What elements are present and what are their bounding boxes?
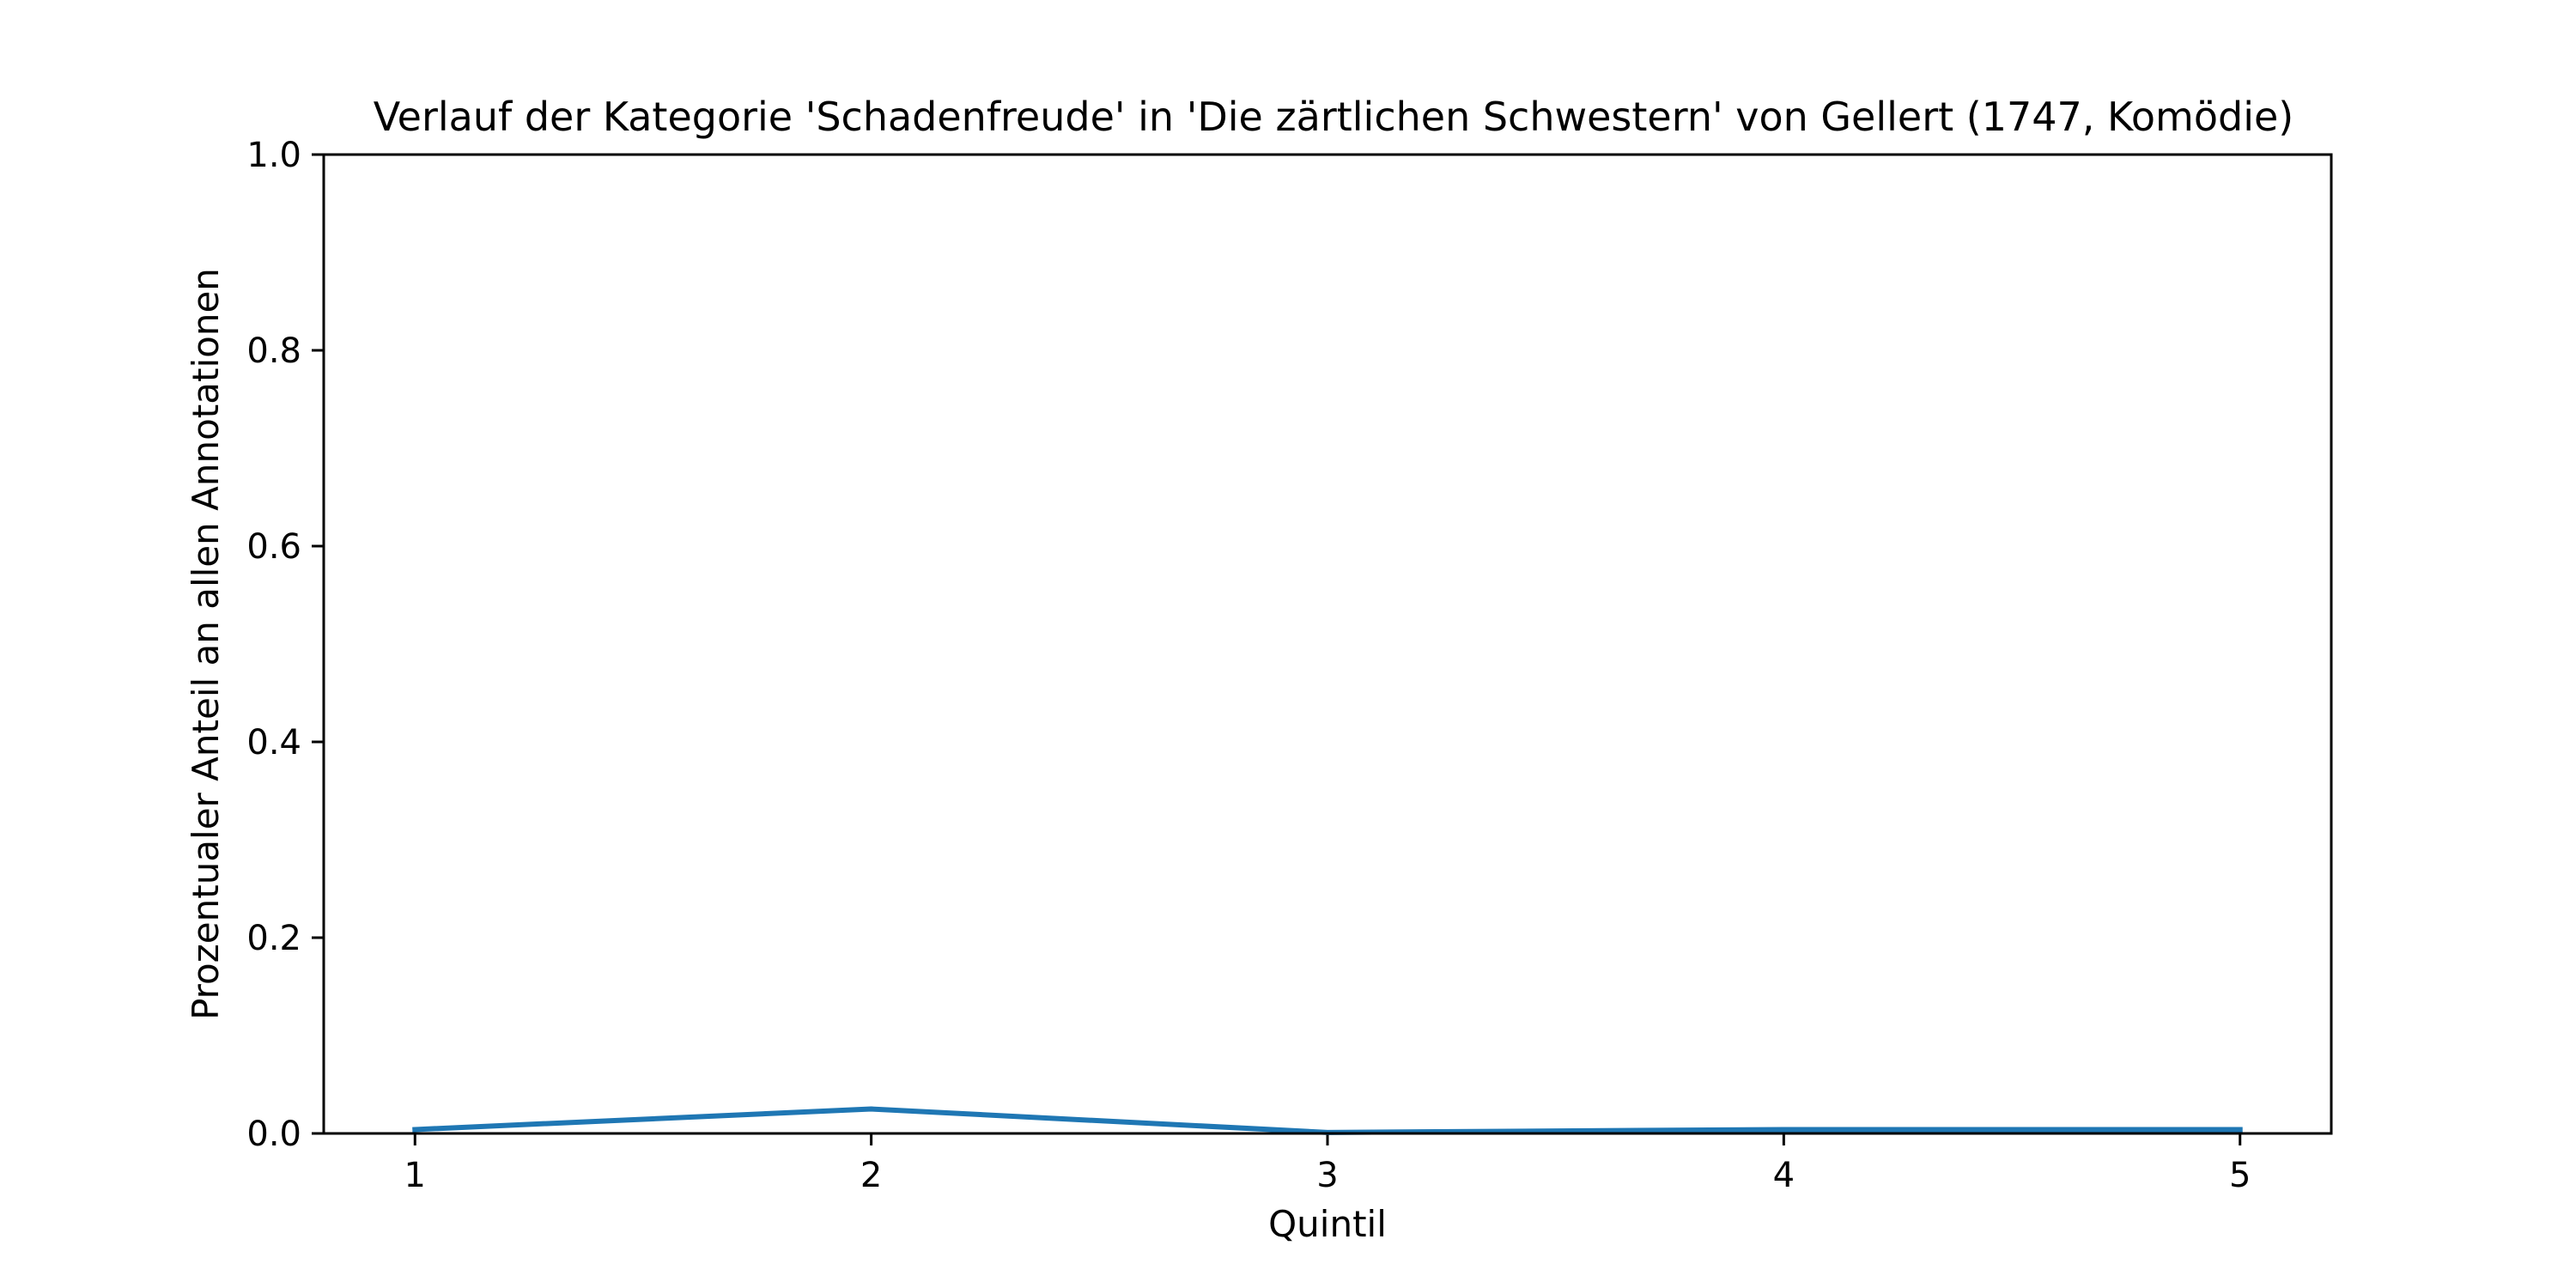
y-tick-label: 1.0 bbox=[246, 136, 301, 175]
y-axis-label: Prozentualer Anteil an allen Annotatione… bbox=[185, 268, 227, 1020]
x-tick-label: 2 bbox=[860, 1156, 882, 1195]
y-tick-label: 0.8 bbox=[246, 331, 301, 371]
y-tick-label: 0.2 bbox=[246, 919, 301, 958]
y-axis-ticks: 0.0 0.2 0.4 0.6 0.8 1.0 bbox=[246, 136, 324, 1154]
chart-title: Verlauf der Kategorie 'Schadenfreude' in… bbox=[374, 94, 2293, 140]
x-axis-label: Quintil bbox=[1268, 1203, 1387, 1245]
y-tick-label: 0.4 bbox=[246, 723, 301, 762]
y-tick-label: 0.0 bbox=[246, 1115, 301, 1154]
x-tick-label: 4 bbox=[1773, 1156, 1795, 1195]
x-tick-label: 5 bbox=[2229, 1156, 2251, 1195]
x-tick-label: 1 bbox=[404, 1156, 426, 1195]
plot-area-frame bbox=[322, 153, 2333, 1135]
y-tick-label: 0.6 bbox=[246, 527, 301, 567]
x-tick-label: 3 bbox=[1316, 1156, 1338, 1195]
x-axis-ticks: 1 2 3 4 5 bbox=[404, 1133, 2251, 1195]
